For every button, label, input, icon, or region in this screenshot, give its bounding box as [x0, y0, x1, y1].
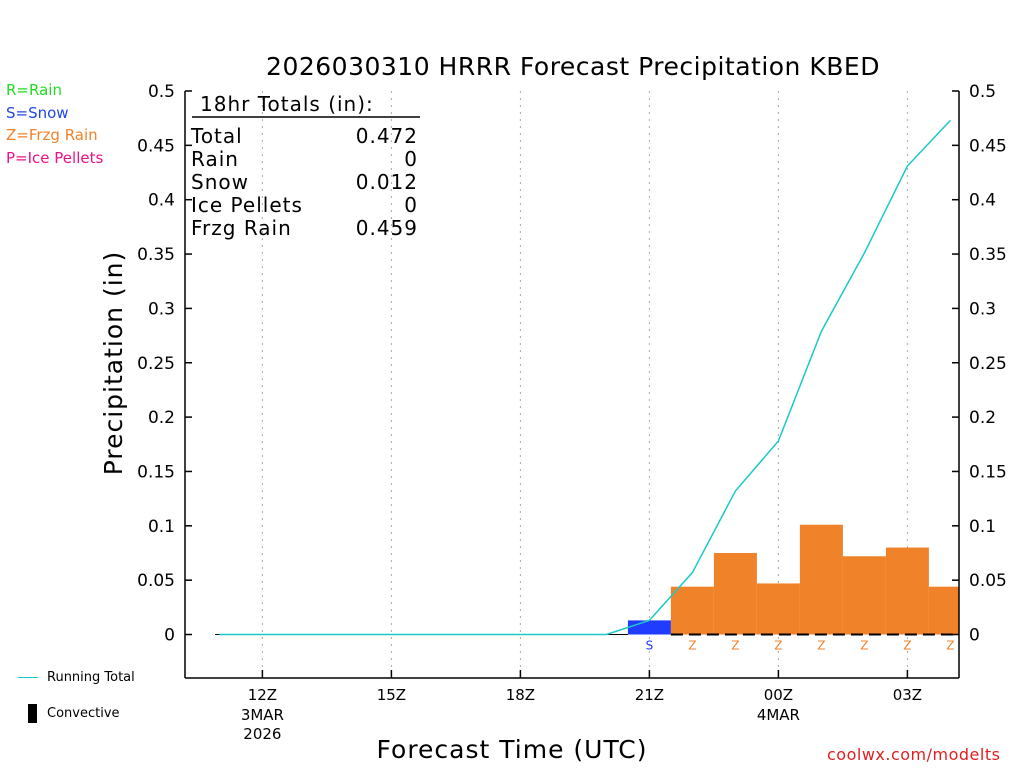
- y-tick-label-left: 0.4: [148, 191, 175, 211]
- y-tick-label-right: 0.4: [969, 191, 996, 211]
- y-tick-label-left: 0.05: [137, 571, 175, 591]
- y-tick-label-left: 0.35: [137, 245, 175, 265]
- y-axis-label: Precipitation (in): [99, 251, 128, 476]
- totals-row-label: Snow: [191, 170, 249, 194]
- bar-frzg: [928, 586, 959, 635]
- y-tick-label-right: 0.45: [969, 136, 1007, 156]
- legend-ice-pellets: P=Ice Pellets: [6, 149, 104, 167]
- y-tick-label-left: 0.2: [148, 408, 175, 428]
- chart-title: 2026030310 HRRR Forecast Precipitation K…: [266, 52, 880, 81]
- bar-type-label: Z: [903, 639, 911, 653]
- x-tick-label: 21Z: [635, 686, 664, 704]
- y-tick-label-right: 0.35: [969, 245, 1007, 265]
- convective-key-icon: [28, 704, 37, 723]
- y-tick-label-right: 0: [969, 626, 980, 646]
- running-total-key-icon: [18, 677, 38, 678]
- bar-type-label: Z: [731, 639, 739, 653]
- legend-frzg-rain: Z=Frzg Rain: [6, 126, 98, 144]
- totals-row-value: 0.472: [356, 124, 418, 148]
- bar-type-label: Z: [860, 639, 868, 653]
- y-tick-label-left: 0.3: [148, 299, 175, 319]
- totals-heading: 18hr Totals (in):: [200, 92, 374, 116]
- bar-type-label: Z: [774, 639, 782, 653]
- y-tick-label-left: 0.5: [148, 82, 175, 102]
- totals-row-label: Rain: [191, 147, 239, 171]
- y-tick-label-right: 0.15: [969, 462, 1007, 482]
- y-tick-label-left: 0.45: [137, 136, 175, 156]
- x-tick-label: 18Z: [506, 686, 535, 704]
- x-tick-label: 15Z: [377, 686, 406, 704]
- x-tick-year: 2026: [243, 725, 281, 743]
- y-tick-label-left: 0.15: [137, 462, 175, 482]
- totals-row-value: 0: [404, 147, 418, 171]
- bar-frzg: [842, 556, 886, 635]
- x-tick-label: 00Z: [764, 686, 793, 704]
- convective-key-label: Convective: [47, 706, 120, 721]
- y-tick-label-right: 0.05: [969, 571, 1007, 591]
- running-total-key-label: Running Total: [47, 670, 135, 685]
- y-tick-label-left: 0: [164, 626, 175, 646]
- y-tick-label-left: 0.1: [148, 517, 175, 537]
- totals-row-value: 0.012: [356, 170, 418, 194]
- bar-type-label: Z: [817, 639, 825, 653]
- x-tick-label: 12Z: [248, 686, 277, 704]
- y-tick-label-right: 0.5: [969, 82, 996, 102]
- x-tick-date: 3MAR: [241, 706, 284, 724]
- legend-snow: S=Snow: [6, 104, 69, 122]
- x-tick-date: 4MAR: [757, 706, 800, 724]
- bar-frzg: [756, 583, 800, 635]
- y-tick-label-right: 0.2: [969, 408, 996, 428]
- y-tick-label-right: 0.1: [969, 517, 996, 537]
- totals-row-label: Frzg Rain: [191, 216, 292, 240]
- y-tick-label-left: 0.25: [137, 354, 175, 374]
- totals-row-value: 0: [404, 193, 418, 217]
- x-axis-label: Forecast Time (UTC): [377, 735, 648, 764]
- totals-row-label: Ice Pellets: [191, 193, 303, 217]
- bar-type-label: Z: [688, 639, 696, 653]
- running-total-line: [219, 119, 951, 636]
- bar-frzg: [799, 524, 843, 635]
- credit-link[interactable]: coolwx.com/modelts: [827, 745, 1001, 764]
- totals-row-label: Total: [190, 124, 243, 148]
- x-tick-label: 03Z: [893, 686, 922, 704]
- bar-snow: [627, 620, 671, 635]
- totals-row-value: 0.459: [356, 216, 418, 240]
- bar-frzg: [885, 547, 929, 635]
- y-tick-label-right: 0.3: [969, 299, 996, 319]
- bar-frzg: [670, 586, 714, 635]
- y-tick-label-right: 0.25: [969, 354, 1007, 374]
- bar-type-label: Z: [946, 639, 954, 653]
- bar-frzg: [713, 552, 757, 635]
- bar-type-label: S: [646, 639, 654, 653]
- legend-rain: R=Rain: [6, 81, 62, 99]
